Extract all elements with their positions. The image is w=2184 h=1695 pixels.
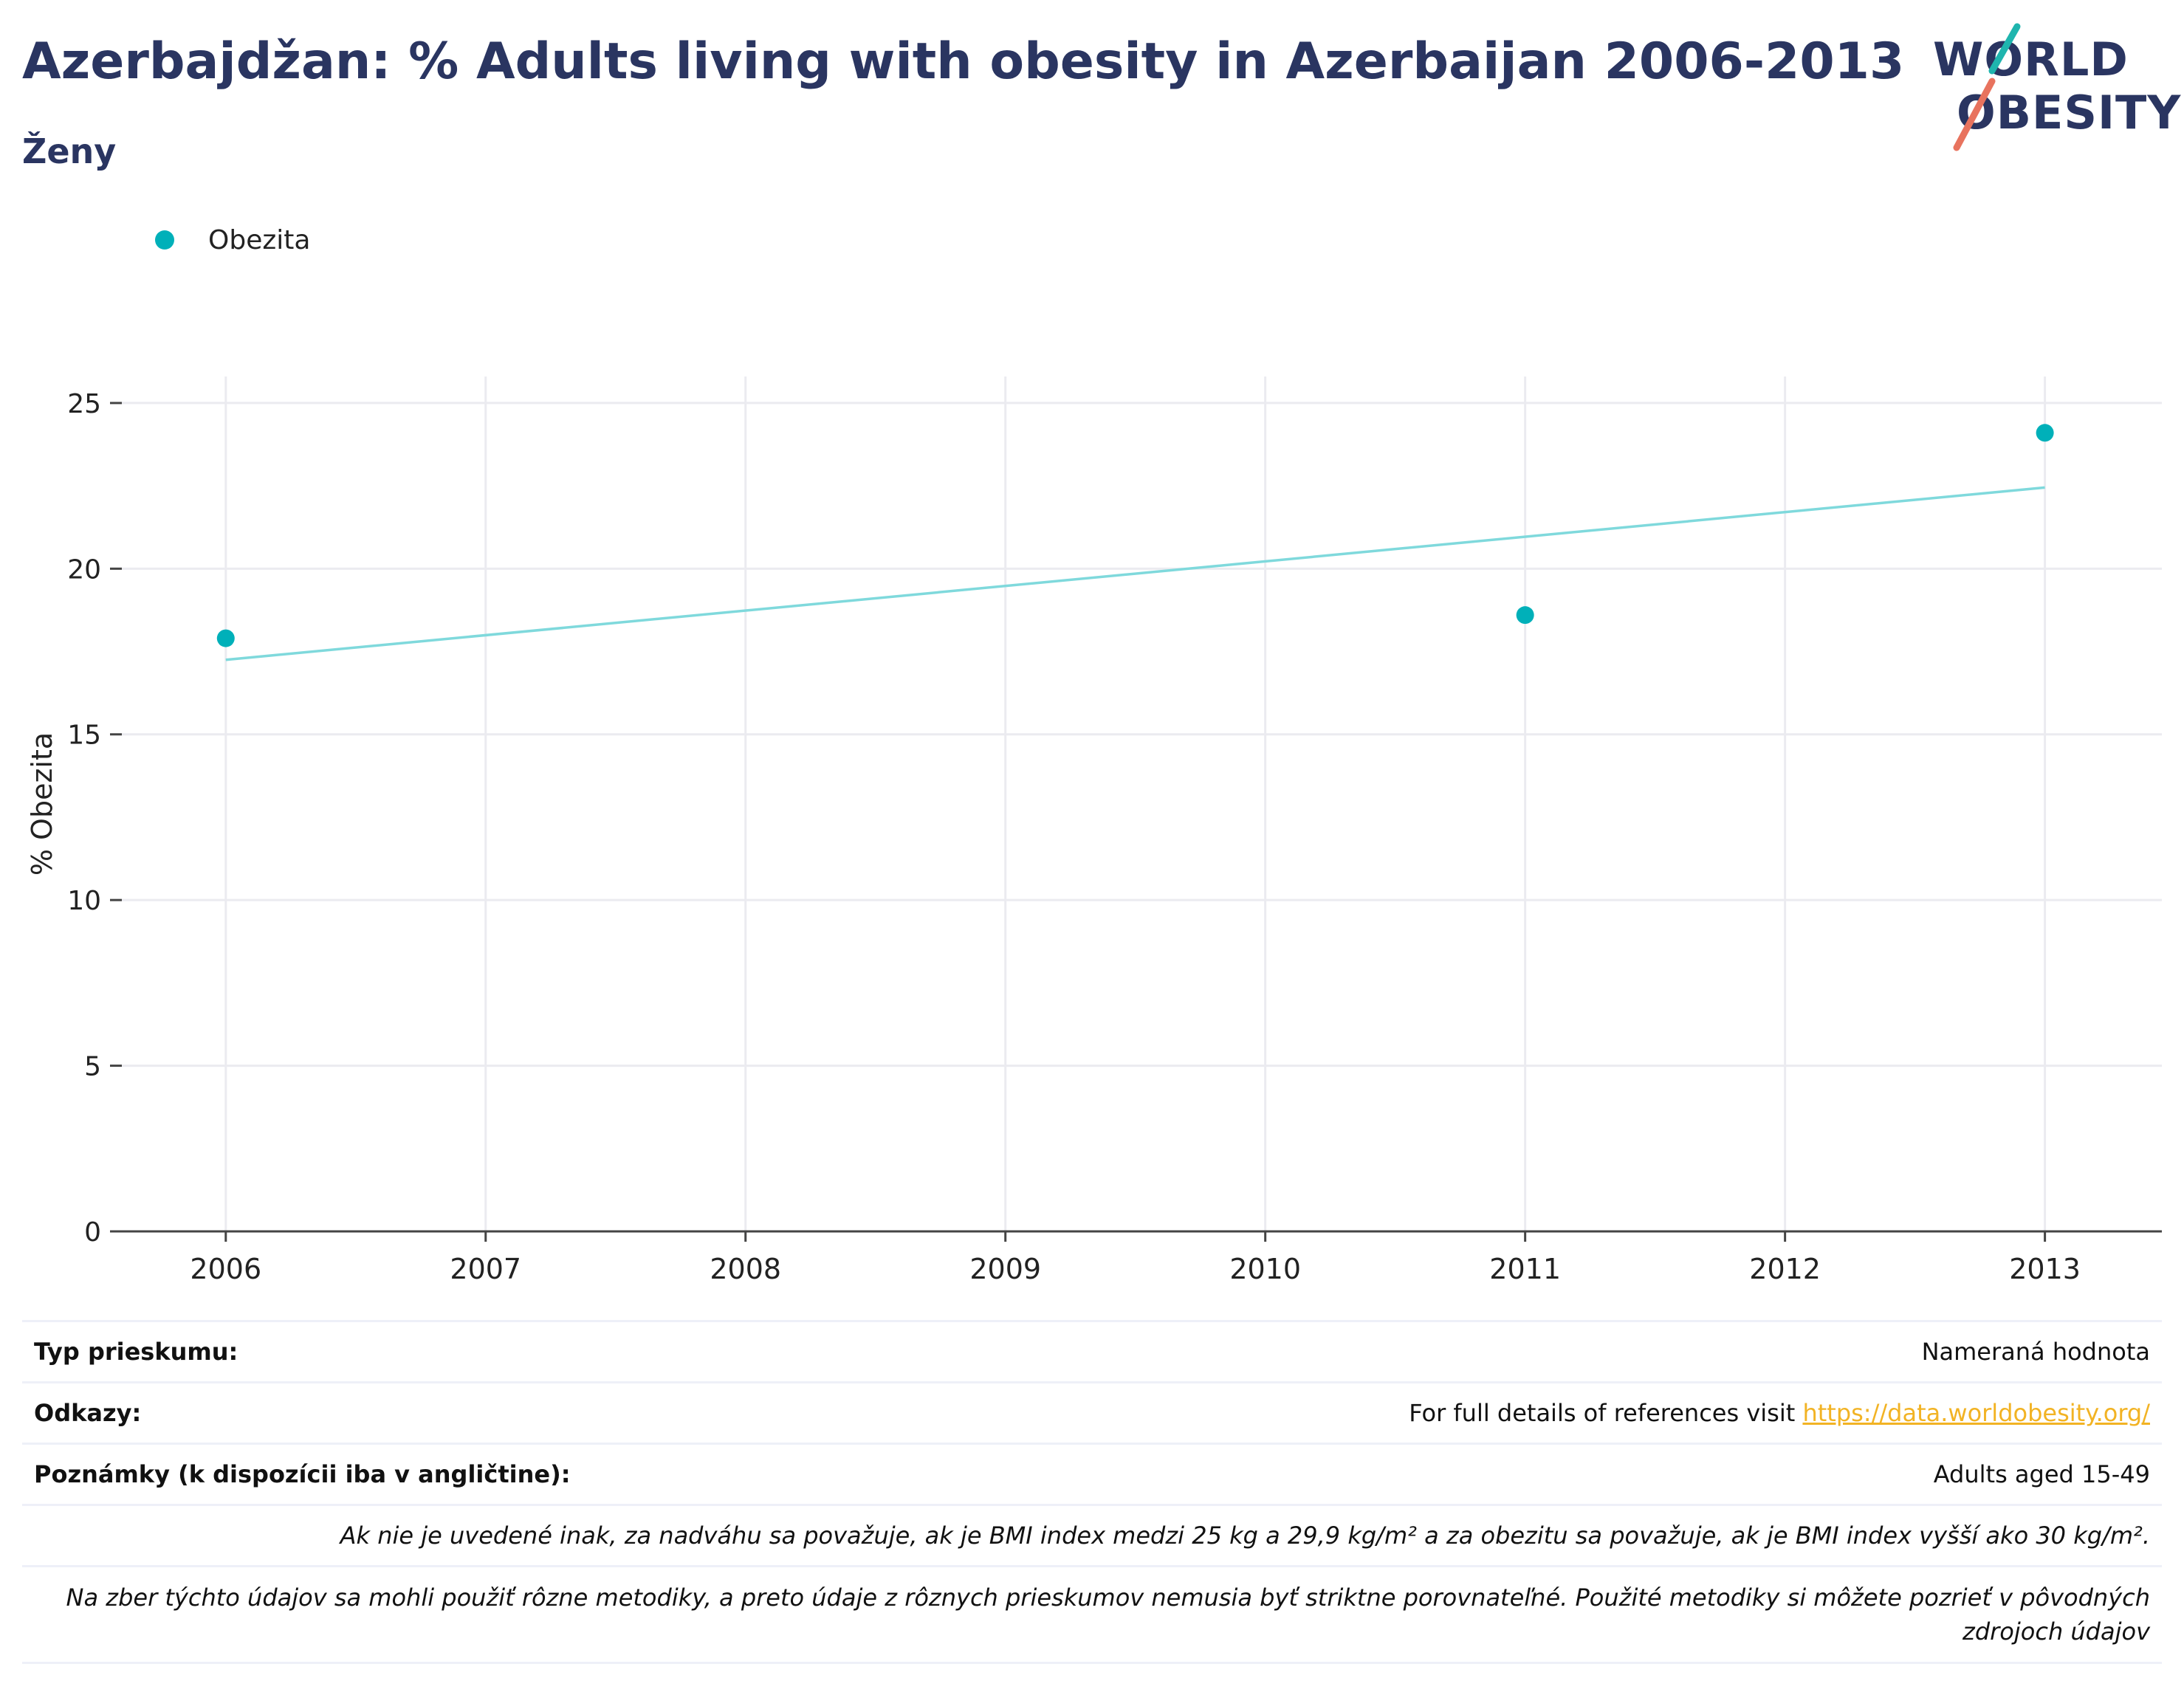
data-point (1516, 606, 1534, 625)
logo-slash-teal (1988, 23, 2021, 75)
chart-plot: 0 5 10 15 20 25 2006 2007 2008 2009 2010 2011 2012 20… (26, 377, 2162, 1285)
legend-item-obezita[interactable]: Obezita (155, 221, 310, 258)
footer-table: Typ prieskumu: Nameraná hodnota Odkazy: … (22, 1320, 2162, 1664)
data-point (2036, 424, 2054, 442)
survey-type-row: Typ prieskumu: Nameraná hodnota (22, 1320, 2162, 1381)
y-tick-label: 0 (84, 1217, 101, 1248)
x-tick-label: 2008 (710, 1253, 781, 1285)
legend-marker (155, 230, 174, 250)
x-tick-label: 2011 (1489, 1253, 1561, 1285)
methodology-note: Na zber týchto údajov sa mohli použiť rô… (66, 1584, 2150, 1646)
references-label: Odkazy: (34, 1399, 142, 1427)
references-row: Odkazy: For full details of references v… (22, 1381, 2162, 1443)
y-axis-title: % Obezita (26, 732, 58, 876)
y-tick-label: 10 (67, 886, 101, 916)
x-tick-label: 2012 (1749, 1253, 1821, 1285)
notes-label: Poznámky (k dispozícii iba v angličtine)… (34, 1460, 571, 1488)
methodology-note-row: Na zber týchto údajov sa mohli použiť rô… (22, 1565, 2162, 1664)
survey-type-label: Typ prieskumu: (34, 1338, 238, 1366)
references-value: For full details of references visit htt… (1409, 1399, 2150, 1427)
survey-type-value: Nameraná hodnota (1921, 1338, 2150, 1366)
x-tick-label: 2010 (1229, 1253, 1301, 1285)
chart-subtitle: Ženy (22, 131, 117, 171)
x-tick-label: 2013 (2009, 1253, 2081, 1285)
x-tick-label: 2006 (190, 1253, 261, 1285)
logo-word-world: WORLD (1933, 32, 2129, 86)
data-point (216, 629, 235, 647)
bmi-note-row: Ak nie je uvedené inak, za nadváhu sa po… (22, 1504, 2162, 1565)
world-obesity-logo: WORLD OBESITY (1927, 21, 2180, 154)
notes-row: Poznámky (k dispozícii iba v angličtine)… (22, 1443, 2162, 1504)
legend-label: Obezita (208, 224, 311, 255)
x-tick-label: 2007 (450, 1253, 521, 1285)
x-tick-label: 2009 (969, 1253, 1041, 1285)
references-link[interactable]: https://data.worldobesity.org/ (1802, 1399, 2150, 1427)
logo-slash-icon (1953, 23, 2021, 151)
y-tick-label: 20 (67, 554, 101, 585)
references-text: For full details of references visit (1409, 1399, 1803, 1427)
trend-line (225, 486, 2045, 661)
logo-word-obesity: OBESITY (1957, 86, 2182, 140)
y-tick-label: 15 (67, 721, 101, 751)
notes-value: Adults aged 15-49 (1933, 1460, 2150, 1488)
chart-title: Azerbajdžan: % Adults living with obesit… (22, 32, 1905, 91)
logo-slash-coral (1953, 78, 1996, 151)
y-tick-label: 25 (67, 389, 101, 419)
y-tick-label: 5 (84, 1052, 101, 1082)
bmi-note: Ak nie je uvedené inak, za nadváhu sa po… (340, 1522, 2150, 1550)
